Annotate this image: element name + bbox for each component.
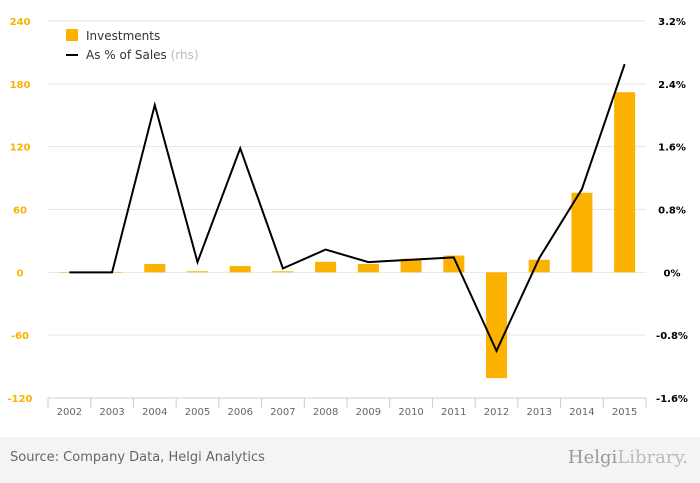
left-tick-label: 120 bbox=[10, 143, 31, 154]
x-tick-label: 2014 bbox=[569, 407, 594, 418]
bar-2010 bbox=[400, 258, 422, 273]
bar-2005 bbox=[187, 271, 208, 273]
legend-rhs-note: (rhs) bbox=[167, 48, 199, 62]
left-tick-label: 180 bbox=[10, 80, 31, 91]
x-tick-label: 2004 bbox=[142, 407, 167, 418]
left-tick-label: -120 bbox=[7, 394, 32, 405]
right-tick-label: -1.6% bbox=[656, 394, 688, 405]
x-tick-label: 2010 bbox=[398, 407, 423, 418]
right-tick-label: 2.4% bbox=[658, 80, 686, 91]
right-tick-label: 1.6% bbox=[658, 143, 686, 154]
x-tick-label: 2015 bbox=[612, 407, 637, 418]
chart: 240 3.2% 180 2.4% 120 1.6% 60 0.8% 0 0% -60 -0.8% -1… bbox=[7, 17, 688, 418]
left-tick-label: 60 bbox=[13, 206, 27, 217]
bar-2009 bbox=[357, 263, 379, 273]
footer: Source: Company Data, Helgi Analytics He… bbox=[0, 437, 700, 483]
x-tick-label: 2013 bbox=[526, 407, 551, 418]
bar-2013 bbox=[528, 259, 550, 273]
line-as-pct-of-sales bbox=[69, 63, 626, 354]
legend-investments-swatch bbox=[66, 29, 78, 41]
x-tick-label: 2002 bbox=[57, 407, 82, 418]
legend-investments-label: Investments bbox=[86, 29, 160, 43]
bar-2008 bbox=[315, 261, 337, 273]
logo-main: Helgi bbox=[567, 447, 618, 468]
x-tick-label: 2012 bbox=[484, 407, 509, 418]
source-text: Source: Company Data, Helgi Analytics bbox=[10, 450, 265, 465]
logo-sub: Library. bbox=[617, 447, 688, 468]
x-tick-label: 2007 bbox=[270, 407, 295, 418]
bar-2014 bbox=[571, 192, 593, 273]
left-tick-label: -60 bbox=[11, 331, 29, 342]
x-tick-label: 2006 bbox=[227, 407, 252, 418]
right-tick-label: -0.8% bbox=[656, 331, 688, 342]
bar-2006 bbox=[229, 266, 251, 273]
x-tick-label: 2008 bbox=[313, 407, 338, 418]
right-tick-label: 0.8% bbox=[658, 206, 686, 217]
left-tick-label: 240 bbox=[10, 17, 31, 28]
bar-2015 bbox=[614, 92, 636, 273]
x-tick-label: 2011 bbox=[441, 407, 466, 418]
bar-2012 bbox=[486, 272, 507, 379]
helgi-library-logo[interactable]: HelgiLibrary. bbox=[568, 447, 688, 468]
legend-line-label: As % of Sales (rhs) bbox=[86, 48, 199, 62]
x-tick-label: 2005 bbox=[185, 407, 210, 418]
right-tick-label: 3.2% bbox=[658, 17, 686, 28]
left-tick-label: 0 bbox=[17, 268, 24, 279]
x-tick-label: 2003 bbox=[99, 407, 124, 418]
bar-2007 bbox=[272, 271, 294, 273]
x-tick-label: 2009 bbox=[356, 407, 381, 418]
right-tick-label: 0% bbox=[664, 268, 681, 279]
bar-2004 bbox=[144, 263, 166, 273]
